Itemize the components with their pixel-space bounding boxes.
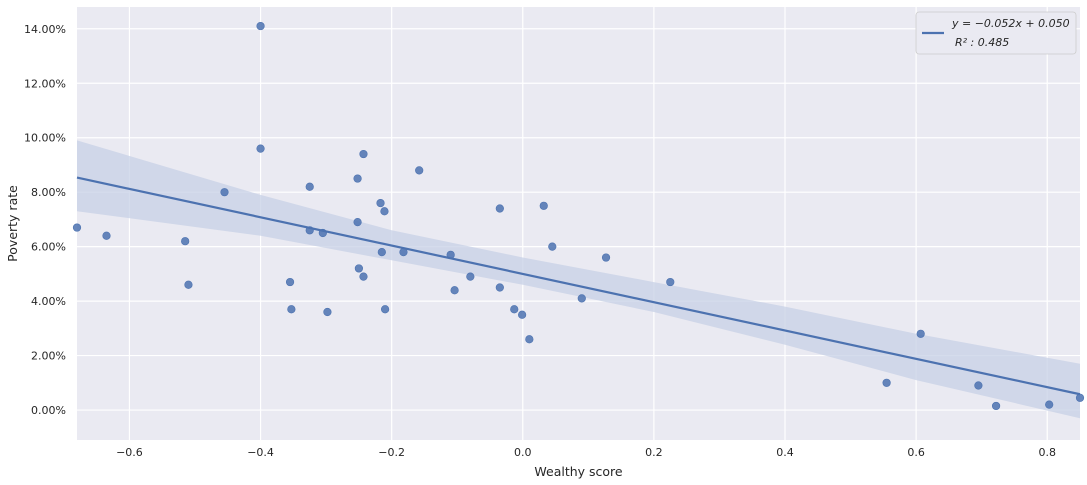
y-tick-label: 4.00%	[31, 295, 66, 308]
data-point	[72, 223, 82, 232]
y-axis-ticks: 0.00% 2.00% 4.00% 6.00% 8.00% 10.00% 12.00% 14.…	[24, 23, 66, 417]
regression-line-layer	[76, 176, 1081, 396]
data-point	[601, 253, 611, 262]
data-point	[377, 247, 386, 257]
data-point	[220, 188, 229, 197]
data-point	[256, 144, 265, 153]
data-point	[495, 283, 504, 292]
x-axis-label: Wealthy score	[534, 464, 623, 479]
data-point	[539, 201, 548, 210]
legend-r-squared: R² : 0.485	[955, 36, 1009, 49]
data-point	[548, 242, 557, 251]
x-tick-label: 0.6	[907, 446, 925, 459]
data-point	[450, 286, 459, 295]
x-tick-label: 0.2	[645, 446, 663, 459]
data-point	[446, 250, 455, 259]
data-point	[354, 264, 363, 273]
y-tick-label: 12.00%	[24, 77, 66, 90]
legend-box	[915, 11, 1077, 55]
data-point	[285, 277, 295, 287]
confidence-band-layer	[77, 140, 1080, 419]
x-axis-ticks: −0.6 −0.4 −0.2 0.0 0.2 0.4 0.6 0.8	[116, 446, 1056, 459]
data-point	[577, 294, 586, 303]
data-point	[974, 381, 983, 390]
data-point	[1045, 400, 1054, 409]
data-point	[359, 149, 368, 159]
data-point	[323, 307, 332, 317]
data-point	[916, 329, 925, 338]
data-point	[415, 166, 424, 175]
data-point	[102, 231, 111, 240]
data-point	[305, 226, 314, 235]
y-tick-label: 6.00%	[31, 241, 66, 254]
data-point	[318, 228, 327, 238]
data-point	[525, 335, 534, 344]
y-tick-label: 10.00%	[24, 132, 66, 145]
y-axis-label: Poverty rate	[5, 185, 20, 262]
x-tick-label: −0.2	[378, 446, 405, 459]
data-point	[399, 247, 408, 257]
x-tick-label: −0.6	[116, 446, 143, 459]
data-point	[991, 401, 1001, 411]
data-point	[353, 174, 362, 183]
legend-equation: y = −0.052x + 0.050	[951, 17, 1070, 30]
data-point	[353, 218, 362, 227]
data-point	[518, 310, 527, 319]
y-tick-label: 2.00%	[31, 350, 66, 363]
data-point	[305, 182, 314, 191]
data-point	[510, 305, 519, 314]
data-point	[882, 378, 891, 387]
data-point	[380, 207, 389, 216]
regression-line	[76, 176, 1081, 396]
confidence-band	[77, 140, 1080, 419]
data-point	[381, 305, 390, 314]
x-tick-label: 0.8	[1038, 446, 1056, 459]
data-point	[1075, 393, 1085, 402]
y-tick-label: 0.00%	[31, 404, 66, 417]
data-point	[666, 277, 675, 287]
x-tick-label: 0.4	[776, 446, 794, 459]
data-point	[184, 280, 193, 289]
x-tick-label: −0.4	[247, 446, 274, 459]
data-point	[287, 305, 296, 314]
data-point	[466, 272, 475, 281]
data-point	[181, 237, 190, 246]
data-point	[376, 198, 385, 208]
data-point	[495, 204, 504, 213]
x-tick-label: 0.0	[514, 446, 532, 459]
data-point	[359, 272, 368, 281]
y-tick-label: 14.00%	[24, 23, 66, 36]
data-point	[256, 21, 265, 31]
y-tick-label: 8.00%	[31, 186, 66, 199]
legend: y = −0.052x + 0.050 R² : 0.485	[915, 11, 1077, 55]
data-points	[72, 21, 1085, 411]
